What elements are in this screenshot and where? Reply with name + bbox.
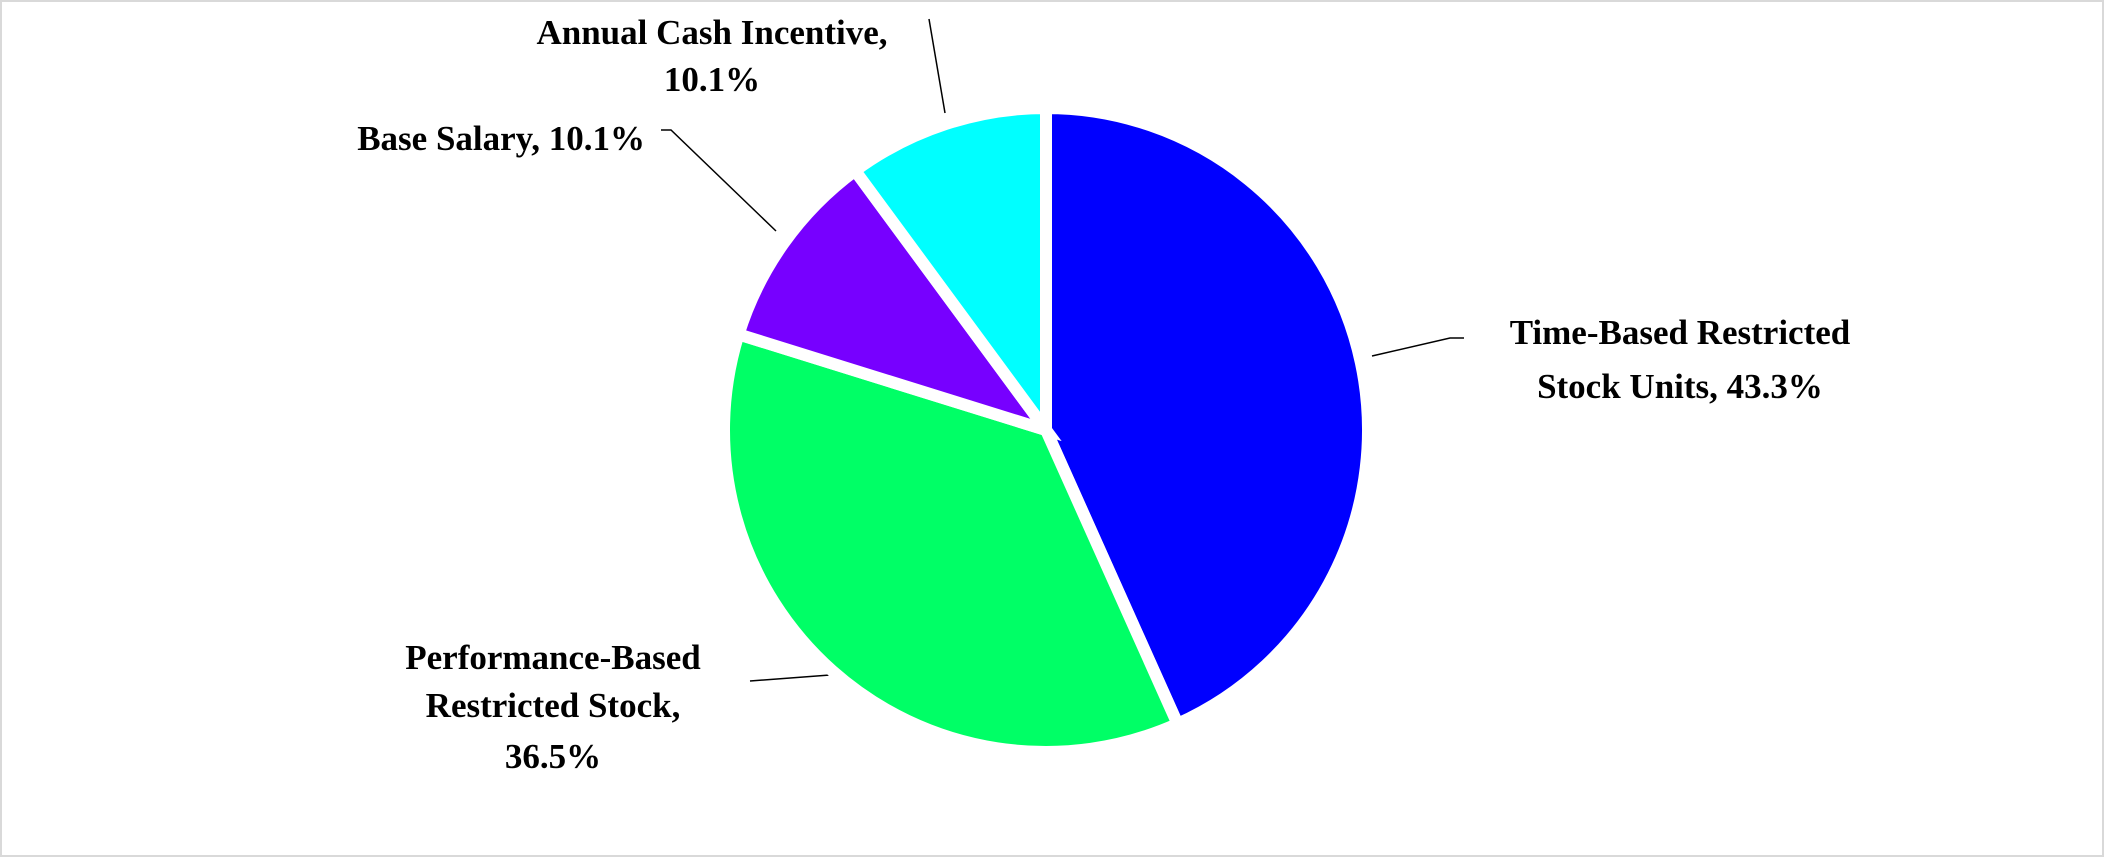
pie-slice — [846, 101, 1052, 449]
data-label: Base Salary, 10.1% — [357, 119, 645, 158]
data-label: Performance-Based — [405, 638, 701, 677]
leader-line — [928, 18, 946, 114]
data-label: Restricted Stock, — [426, 686, 681, 725]
data-label: Stock Units, 43.3% — [1537, 367, 1823, 406]
leader-line — [661, 129, 777, 232]
pie-slice — [731, 162, 1062, 442]
leader-line — [1371, 337, 1464, 357]
data-label: Time-Based Restricted — [1510, 313, 1851, 352]
leader-line — [749, 674, 831, 682]
pie-slice — [718, 326, 1186, 758]
data-label: 36.5% — [505, 737, 601, 776]
data-label: 10.1% — [664, 60, 760, 99]
data-label: Annual Cash Incentive, — [536, 13, 887, 52]
pie-slice — [1040, 101, 1374, 732]
